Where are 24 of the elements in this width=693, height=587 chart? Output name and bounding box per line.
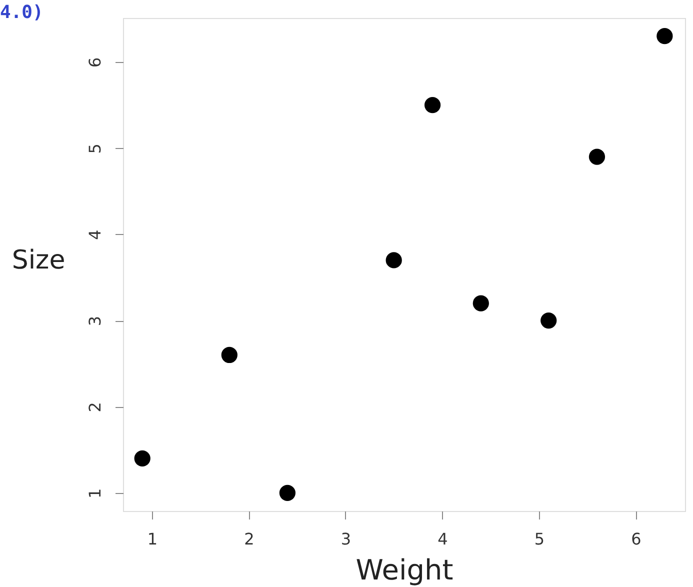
y-tick-label: 4: [86, 230, 104, 240]
x-tick-label: 5: [534, 530, 545, 548]
x-axis-title: Weight: [356, 554, 454, 586]
y-tick-label: 3: [86, 316, 104, 326]
point: [221, 346, 238, 364]
x-tick-label: 3: [340, 530, 352, 548]
point: [540, 312, 557, 329]
y-tick-label: 1: [86, 488, 104, 498]
point: [588, 148, 606, 165]
point: [656, 28, 673, 44]
text: 4.0): [0, 2, 44, 23]
x-tick-label: 1: [147, 530, 158, 548]
point: [279, 484, 296, 501]
y-tick-label: 2: [86, 402, 104, 412]
y-tick-label: 5: [86, 144, 104, 154]
y-tick-label: 6: [86, 57, 104, 68]
y-axis-title: Size: [12, 246, 66, 276]
point: [134, 450, 150, 466]
point: [472, 295, 489, 312]
point: [424, 97, 441, 114]
x-tick-label: 6: [631, 530, 642, 548]
x-tick-label: 4: [438, 530, 448, 548]
x-tick-label: 2: [244, 530, 254, 548]
point: [386, 252, 402, 268]
